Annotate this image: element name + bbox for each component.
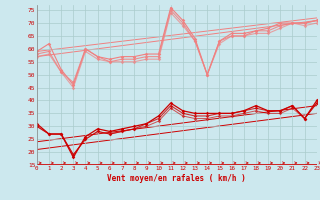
X-axis label: Vent moyen/en rafales ( km/h ): Vent moyen/en rafales ( km/h ) bbox=[108, 174, 246, 183]
